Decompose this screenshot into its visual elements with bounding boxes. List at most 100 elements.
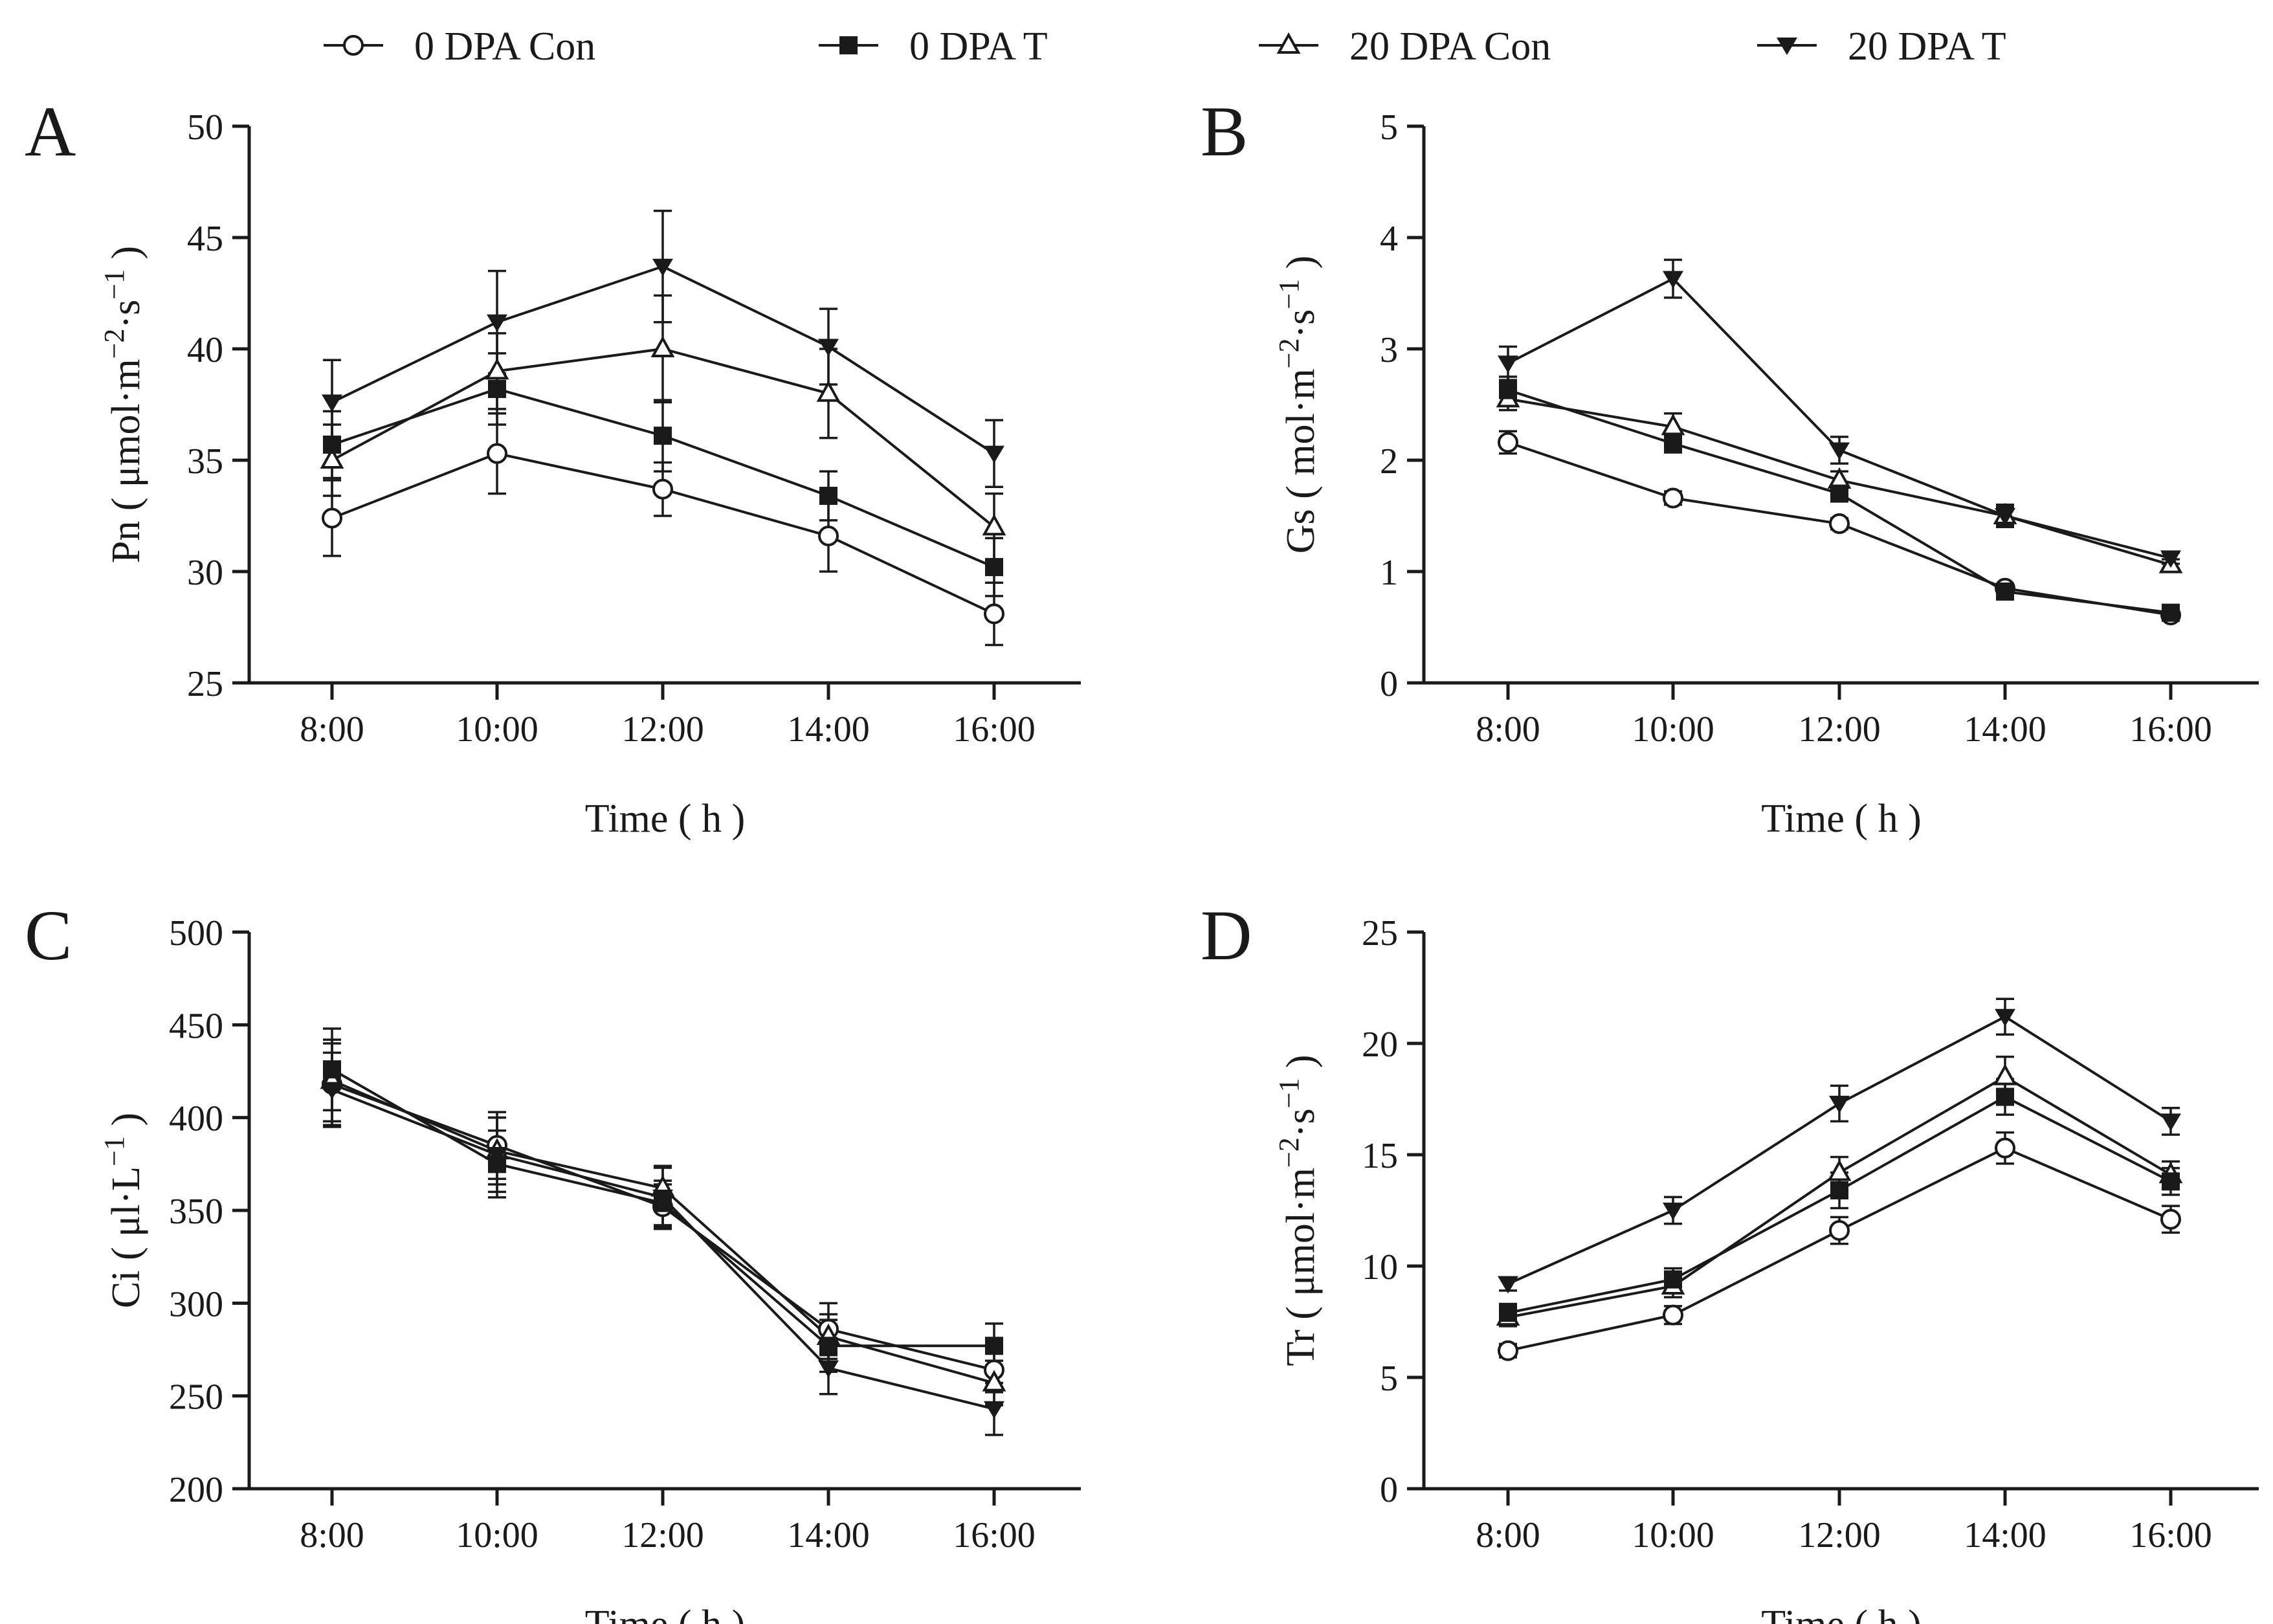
x-tick-label: 14:00 bbox=[787, 709, 870, 750]
panel-letter: C bbox=[25, 896, 72, 975]
y-tick-label: 4 bbox=[1380, 219, 1398, 259]
y-tick-label: 300 bbox=[169, 1284, 223, 1324]
data-point bbox=[816, 380, 841, 402]
chart-panel-a: A 25 30 35 40 45 50 8:00 10:00 12:00 14:00 16:00 Tim… bbox=[25, 92, 1081, 841]
panel-letter: B bbox=[1201, 92, 1248, 171]
data-point bbox=[982, 1370, 1006, 1392]
y-tick-label: 40 bbox=[187, 330, 223, 370]
data-point bbox=[1498, 432, 1518, 453]
y-tick-label: 5 bbox=[1380, 1359, 1398, 1399]
legend-label: 0 DPA T bbox=[909, 25, 1048, 69]
chart-panel-c: C 200 250 300 350 400 450 500 8:00 10:00 12:00 14:0… bbox=[25, 896, 1081, 1624]
y-tick-label: 20 bbox=[1362, 1025, 1398, 1065]
legend-entry: 0 DPA Con bbox=[324, 25, 595, 69]
data-point bbox=[1663, 487, 1683, 509]
x-tick-label: 16:00 bbox=[2129, 1515, 2212, 1555]
data-point bbox=[2162, 603, 2180, 622]
y-tick-label: 30 bbox=[187, 553, 223, 593]
legend-marker bbox=[1777, 38, 1797, 55]
data-point bbox=[985, 558, 1003, 577]
x-tick-label: 16:00 bbox=[953, 709, 1036, 750]
data-point bbox=[1498, 1276, 1518, 1294]
y-tick-label: 450 bbox=[169, 1006, 223, 1046]
y-axis-title: Tr ( μmol·m−2·s−1 ) bbox=[1273, 1054, 1324, 1366]
x-tick-label: 12:00 bbox=[621, 709, 704, 750]
legend-label: 20 DPA Con bbox=[1349, 25, 1551, 69]
y-axis-title-part: ·s bbox=[1279, 309, 1323, 339]
data-point bbox=[652, 478, 673, 500]
y-tick-label: 350 bbox=[169, 1192, 223, 1232]
x-tick-label: 14:00 bbox=[1964, 709, 2046, 750]
data-point bbox=[322, 507, 342, 529]
y-tick-label: 15 bbox=[1362, 1136, 1398, 1176]
data-point bbox=[1830, 1181, 1848, 1200]
data-point bbox=[1996, 582, 2014, 601]
y-axis-title-part: ) bbox=[1279, 256, 1323, 279]
data-point bbox=[1829, 513, 1850, 535]
data-point bbox=[485, 358, 509, 380]
y-tick-label: 0 bbox=[1380, 1470, 1398, 1510]
data-point bbox=[320, 447, 344, 469]
y-axis-title-part: Gs ( mol·m bbox=[1279, 368, 1323, 553]
y-tick-label: 5 bbox=[1380, 107, 1398, 148]
y-tick-label: 1 bbox=[1380, 553, 1398, 593]
y-tick-label: 3 bbox=[1380, 330, 1398, 370]
legend-label: 0 DPA Con bbox=[414, 25, 595, 69]
y-axis-title-sup: −1 bbox=[1273, 1078, 1305, 1109]
chart-panel-b: B 0 1 2 3 4 5 8:00 10:00 12:00 14:00 16:00 Time ( h … bbox=[1201, 92, 2259, 841]
data-point bbox=[1498, 1340, 1518, 1361]
data-point bbox=[1995, 1137, 2015, 1159]
y-tick-label: 500 bbox=[169, 913, 223, 953]
data-point bbox=[2160, 550, 2181, 568]
legend-label: 20 DPA T bbox=[1848, 25, 2006, 69]
x-tick-label: 8:00 bbox=[300, 709, 364, 750]
y-axis-title: Pn ( μmol·m−2·s−1 ) bbox=[98, 246, 149, 563]
y-tick-label: 0 bbox=[1380, 664, 1398, 704]
data-point bbox=[984, 1401, 1004, 1419]
y-axis-title-sup: −2 bbox=[1273, 1137, 1305, 1168]
data-point bbox=[984, 603, 1004, 625]
data-point bbox=[652, 258, 673, 276]
data-point bbox=[487, 443, 507, 464]
data-point bbox=[1995, 508, 2015, 526]
x-tick-label: 16:00 bbox=[2129, 709, 2212, 750]
data-point bbox=[1664, 434, 1682, 453]
data-point bbox=[487, 1147, 507, 1164]
data-point bbox=[2162, 1172, 2180, 1191]
x-axis-title: Time ( h ) bbox=[585, 1603, 745, 1624]
data-point bbox=[1499, 381, 1517, 399]
data-point bbox=[819, 1337, 837, 1355]
y-axis-title-sup: −2 bbox=[98, 329, 130, 359]
y-axis-title: Ci ( μl·L−1 ) bbox=[98, 1113, 149, 1308]
data-point bbox=[1498, 355, 1518, 373]
y-tick-label: 10 bbox=[1362, 1247, 1398, 1287]
x-tick-label: 10:00 bbox=[456, 1515, 538, 1555]
data-point bbox=[1661, 414, 1685, 436]
y-axis-title-sup: −2 bbox=[1273, 339, 1305, 369]
y-axis-title-part: Pn ( μmol·m bbox=[104, 359, 148, 563]
data-point bbox=[654, 427, 672, 445]
y-axis-title-sup: −1 bbox=[98, 1136, 130, 1166]
data-point bbox=[323, 435, 341, 454]
y-tick-label: 400 bbox=[169, 1099, 223, 1139]
data-point bbox=[322, 1082, 342, 1100]
data-point bbox=[1830, 484, 1848, 503]
x-tick-label: 10:00 bbox=[1632, 709, 1714, 750]
y-tick-label: 2 bbox=[1380, 441, 1398, 482]
y-axis-title-part: ·s bbox=[104, 300, 148, 329]
data-point bbox=[487, 314, 507, 332]
data-point bbox=[1827, 1159, 1852, 1181]
data-point bbox=[650, 335, 675, 357]
data-point bbox=[1829, 1219, 1850, 1241]
y-axis-title-part: ) bbox=[104, 246, 148, 269]
y-tick-label: 50 bbox=[187, 107, 223, 148]
panel-letter: A bbox=[25, 92, 76, 171]
data-point bbox=[2160, 1208, 2181, 1230]
legend: 0 DPA Con 0 DPA T 20 DPA Con 20 DPA T bbox=[324, 25, 2006, 69]
data-point bbox=[818, 339, 839, 357]
y-tick-label: 35 bbox=[187, 441, 223, 482]
x-axis-title: Time ( h ) bbox=[585, 797, 745, 841]
chart-panel-d: D 0 5 10 15 20 25 8:00 10:00 12:00 14:00 16:00 Time … bbox=[1201, 896, 2259, 1624]
data-point bbox=[2160, 1113, 2181, 1131]
